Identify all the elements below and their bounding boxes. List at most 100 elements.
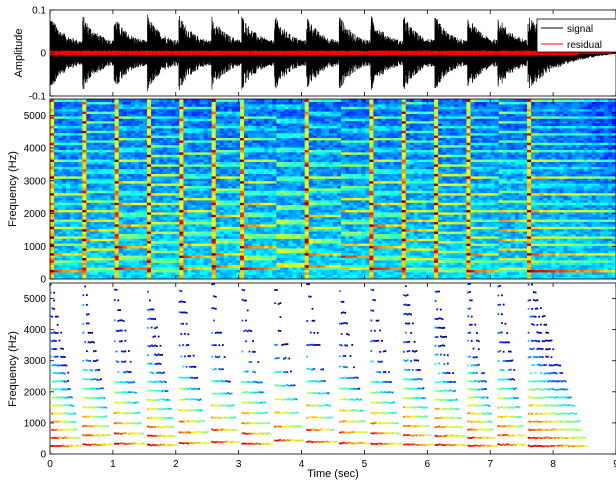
spectrogram-cell — [90, 99, 96, 102]
spectrogram-cell — [86, 111, 92, 114]
spectrogram-cell — [147, 269, 152, 273]
spectrogram-cell — [126, 255, 132, 258]
spectrogram-cell — [58, 135, 63, 138]
spectrogram-cell — [98, 264, 104, 268]
spectrogram-cell — [106, 151, 112, 155]
spectrogram-cell — [82, 274, 87, 278]
spectrogram-cell — [110, 255, 116, 258]
spectrogram-cell — [122, 192, 128, 196]
spectrogram-cell — [122, 233, 128, 237]
spectrogram-cell — [70, 132, 75, 136]
spectrogram-cell — [110, 115, 116, 119]
spectrogram-cell — [66, 202, 71, 206]
spectrogram-cell — [130, 175, 136, 179]
spectrogram-cell — [62, 173, 67, 177]
spectrogram-cell — [98, 111, 104, 114]
spectrogram-cell — [50, 187, 55, 191]
spectrogram-cell — [114, 178, 120, 182]
spectrogram-cell — [147, 183, 152, 186]
spectrogram-cell — [74, 269, 79, 273]
spectrogram-cell — [114, 209, 120, 213]
spectrogram-cell — [98, 99, 104, 102]
spectrogram-cell — [118, 171, 124, 174]
spectrogram-cell — [163, 130, 168, 134]
spectrogram-cell — [171, 259, 176, 263]
spectrogram-cell — [50, 197, 55, 201]
spectrogram-cell — [167, 209, 172, 213]
spectrogram-cell — [171, 195, 176, 198]
spectrogram-cell — [66, 257, 71, 261]
spectrogram-cell — [130, 130, 136, 134]
spectrogram-cell — [78, 262, 83, 266]
spectrogram-cell — [94, 108, 100, 112]
spectrogram-cell — [90, 271, 96, 275]
spectrogram-cell — [110, 216, 116, 220]
spectrogram-cell — [296, 99, 302, 102]
spectrogram-cell — [86, 247, 92, 251]
spectrogram-cell — [159, 197, 164, 201]
spectrogram-cell — [66, 276, 71, 279]
spectrogram-cell — [50, 168, 55, 172]
spectrogram-cell — [66, 171, 71, 174]
spectrogram-cell — [147, 221, 152, 225]
spectrogram-cell — [62, 185, 67, 189]
spectrogram-cell — [114, 103, 120, 107]
spectrogram-cell — [98, 108, 104, 112]
spectrogram-cell — [50, 171, 55, 174]
spectrogram-cell — [58, 183, 63, 186]
spectrogram-cell — [50, 163, 55, 167]
spectrogram-cell — [98, 135, 104, 138]
spectrogram-cell — [106, 252, 112, 256]
spectrogram-cell — [155, 240, 160, 244]
spectrogram-cell — [130, 103, 136, 107]
spectrogram-cell — [62, 209, 67, 213]
spectrogram-cell — [98, 262, 104, 266]
spectrogram-cell — [151, 243, 156, 246]
spectrogram-cell — [171, 231, 176, 234]
spectrogram-cell — [90, 115, 96, 119]
spectrogram-cell — [122, 259, 128, 263]
spectrogram-cell — [54, 257, 59, 261]
spectrogram-cell — [62, 106, 67, 110]
spectrogram-cell — [122, 173, 128, 177]
spectrogram-cell — [62, 247, 67, 251]
spectrogram-cell — [163, 257, 168, 261]
spectrogram-cell — [134, 187, 140, 191]
spectrogram-cell — [98, 183, 104, 186]
spectrogram-cell — [66, 259, 71, 263]
spectrogram-cell — [82, 255, 87, 258]
spectrogram-cell — [66, 108, 71, 112]
spectrogram-cell — [70, 252, 75, 256]
spectrogram-cell — [142, 187, 148, 191]
spectrogram-cell — [122, 269, 128, 273]
spectrogram-cell — [94, 214, 100, 218]
spectrogram-cell — [58, 223, 63, 227]
spectrogram-cell — [78, 147, 83, 150]
spectrogram-cell — [130, 219, 136, 222]
spectrogram-cell — [82, 175, 87, 179]
spectrogram-cell — [155, 101, 160, 105]
spectrogram-cell — [102, 171, 108, 174]
spectrogram-cell — [78, 142, 83, 146]
spectrogram-cell — [66, 269, 71, 273]
spectrogram-cell — [122, 120, 128, 124]
spectrogram-cell — [134, 192, 140, 196]
spectrogram-cell — [70, 139, 75, 143]
spectrogram-cell — [142, 245, 148, 249]
spectrogram-cell — [74, 178, 79, 182]
spectrogram-cell — [110, 197, 116, 201]
spectrogram-cell — [118, 211, 124, 215]
spectrogram-cell — [102, 257, 108, 261]
spectrogram-cell — [138, 135, 144, 138]
spectrogram-cell — [78, 257, 83, 261]
spectrogram-cell — [62, 274, 67, 278]
spectrogram-cell — [102, 240, 108, 244]
spectrogram-cell — [118, 269, 124, 273]
spectrogram-cell — [74, 185, 79, 189]
spectrogram-cell — [122, 139, 128, 143]
spectrogram-cell — [130, 238, 136, 242]
spectrogram-cell — [54, 202, 59, 206]
spectrogram-cell — [171, 219, 176, 222]
spectrogram-cell — [78, 101, 83, 105]
spectrogram-cell — [130, 243, 136, 246]
